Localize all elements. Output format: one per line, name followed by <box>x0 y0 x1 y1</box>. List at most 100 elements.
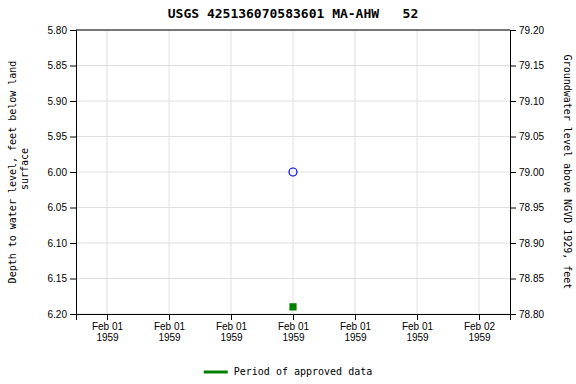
grid-line <box>76 30 510 31</box>
grid-line <box>479 30 480 314</box>
tick-mark <box>70 172 76 173</box>
tick: Feb 021959 <box>464 314 496 343</box>
tick: 78.90 <box>510 238 544 249</box>
tick: 78.85 <box>510 273 544 284</box>
tick: Feb 011959 <box>154 314 186 343</box>
y-axis-label: Depth to water level, feet below land su… <box>7 61 30 284</box>
grid-line <box>231 30 232 314</box>
tick-label: 6.15 <box>48 273 68 284</box>
tick-mark <box>510 243 516 244</box>
tick: Feb 011959 <box>92 314 124 343</box>
tick: Feb 011959 <box>278 314 310 343</box>
tick: 79.05 <box>510 131 544 142</box>
tick: 79.10 <box>510 96 544 107</box>
tick-label-line: Feb 02 <box>464 321 496 332</box>
grid-line <box>293 30 294 314</box>
title: USGS 425136070583601 MA-AHW 52 <box>168 6 418 21</box>
legend-swatch <box>204 371 228 374</box>
y-axis: 5.805.855.905.956.006.056.106.156.20 <box>48 25 77 320</box>
tick-label: Feb 011959 <box>154 321 186 343</box>
tick-label-line: 1959 <box>96 332 119 343</box>
tick-label: 79.00 <box>519 167 544 178</box>
x-axis: Feb 011959Feb 011959Feb 011959Feb 011959… <box>77 314 511 343</box>
tick-mark <box>70 243 76 244</box>
point <box>289 168 297 176</box>
tick-label-line: 1959 <box>220 332 243 343</box>
frame-line <box>76 30 510 31</box>
tick-label-line: Feb 01 <box>340 321 372 332</box>
tick-mark <box>510 279 516 280</box>
tick-label: 79.05 <box>519 131 544 142</box>
tick-mark <box>70 137 76 138</box>
tick-label: 78.85 <box>519 273 544 284</box>
tick-mark <box>169 314 170 320</box>
tick-label: 5.90 <box>48 96 68 107</box>
tick-label-line: 1959 <box>344 332 367 343</box>
tick: 6.05 <box>48 202 76 213</box>
y2-axis-label: Groundwater level above NGVD 1929, feet <box>562 55 573 290</box>
tick: 79.15 <box>510 60 544 71</box>
tick-mark <box>479 314 480 320</box>
tick-mark <box>510 208 516 209</box>
tick-label: Feb 011959 <box>216 321 248 343</box>
grid-line <box>107 30 108 314</box>
tick-label: 78.80 <box>519 309 544 320</box>
tick-label: 79.20 <box>519 25 544 36</box>
grid-line <box>417 30 418 314</box>
tick-mark <box>293 314 294 320</box>
tick-label: 5.80 <box>48 25 68 36</box>
tick-label-line: 1959 <box>282 332 305 343</box>
tick-label: 6.00 <box>48 167 68 178</box>
chart: 5.805.855.905.956.006.056.106.156.2079.2… <box>0 0 576 384</box>
legend-item: Period of approved data <box>204 366 372 377</box>
tick-label: 78.90 <box>519 238 544 249</box>
tick-label: 6.05 <box>48 202 68 213</box>
tick: 5.90 <box>48 96 76 107</box>
tick: 6.15 <box>48 273 76 284</box>
y2-axis: 79.20 79.15 79.10 79.05 79.00 78.95 78.90 78.85… <box>510 25 544 320</box>
tick-mark <box>510 137 516 138</box>
axis-line <box>77 315 511 321</box>
point <box>290 304 296 310</box>
y-axis-label-line: Depth to water level, feet below land <box>7 61 18 284</box>
y2-axis-label-line: Groundwater level above NGVD 1929, feet <box>562 55 573 290</box>
tick-mark <box>510 30 516 31</box>
grid-line <box>169 30 170 314</box>
tick-mark <box>231 314 232 320</box>
plot: 5.805.855.905.956.006.056.106.156.2079.2… <box>48 25 545 343</box>
tick-label-line: Feb 01 <box>278 321 310 332</box>
tick-label-line: Feb 01 <box>216 321 248 332</box>
tick: 6.20 <box>48 309 76 320</box>
axis-line <box>70 31 77 315</box>
axis-line <box>511 31 517 315</box>
tick-mark <box>355 314 356 320</box>
tick-label: Feb 011959 <box>340 321 372 343</box>
tick: Feb 011959 <box>402 314 434 343</box>
legend: Period of approved data <box>204 366 372 377</box>
tick-mark <box>70 208 76 209</box>
tick-label: 79.15 <box>519 60 544 71</box>
tick-label-line: 1959 <box>406 332 429 343</box>
tick: 78.95 <box>510 202 544 213</box>
y-axis-label-line: surface <box>19 148 30 196</box>
tick-label-line: Feb 01 <box>402 321 434 332</box>
grid <box>76 30 510 314</box>
tick-mark <box>70 101 76 102</box>
tick: 79.20 <box>510 25 544 36</box>
tick-label: 5.95 <box>48 131 68 142</box>
tick-label-line: 1959 <box>158 332 181 343</box>
tick: 6.10 <box>48 238 76 249</box>
tick-label-line: Feb 01 <box>92 321 124 332</box>
tick-mark <box>510 101 516 102</box>
tick-mark <box>417 314 418 320</box>
tick: 79.00 <box>510 167 544 178</box>
tick: 78.80 <box>510 309 544 320</box>
tick-label: 78.95 <box>519 202 544 213</box>
marks <box>289 168 297 310</box>
tick: Feb 011959 <box>340 314 372 343</box>
tick-label: Feb 021959 <box>464 321 496 343</box>
grid-line <box>355 30 356 314</box>
tick-mark <box>70 30 76 31</box>
tick-mark <box>70 279 76 280</box>
legend-label: Period of approved data <box>234 366 372 377</box>
